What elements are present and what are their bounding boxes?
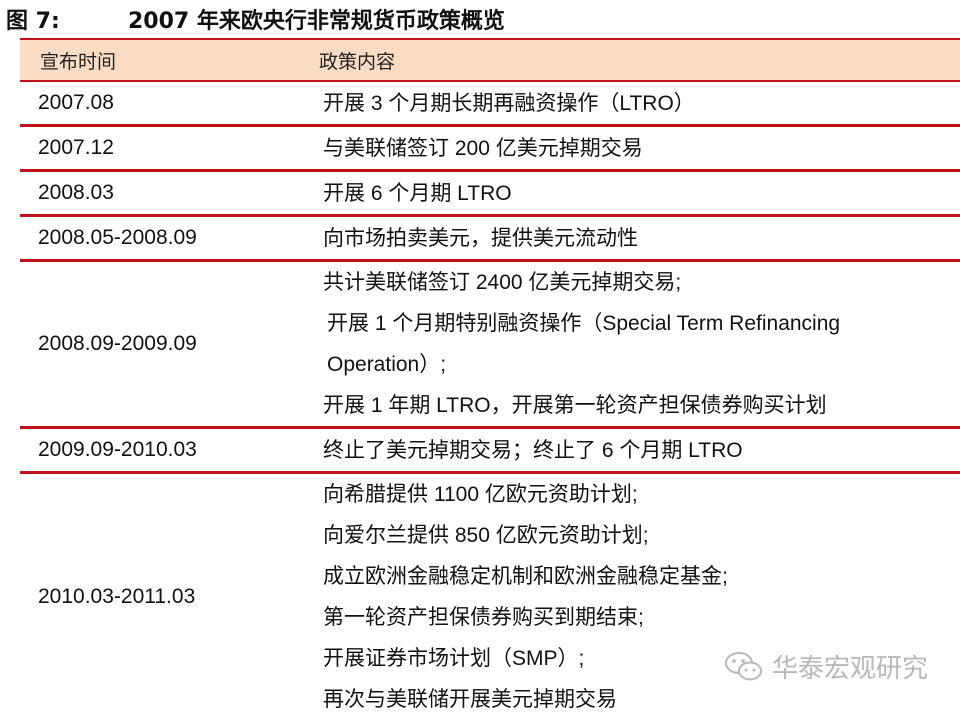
watermark-text: 华泰宏观研究 (771, 654, 928, 684)
policy-item: 共计美联储签订 2400 亿美元掉期交易; (323, 271, 682, 294)
row-date: 2007.12 (20, 125, 305, 172)
row-date: 2009.09-2010.03 (20, 427, 305, 474)
policy-item: 开展 6 个月期 LTRO (323, 181, 512, 205)
row-date: 2007.08 (20, 81, 305, 127)
policy-item: 向希腊提供 1100 亿欧元资助计划; (323, 483, 638, 506)
row-content: 开展 6 个月期 LTRO (305, 170, 960, 217)
policy-item: 成立欧洲金融稳定机制和欧洲金融稳定基金; (323, 565, 728, 588)
row-content: 终止了美元掉期交易；终止了 6 个月期 LTRO (305, 427, 960, 474)
policy-item: 第一轮资产担保债券购买到期结束; (323, 606, 644, 629)
row-content: 与美联储签订 200 亿美元掉期交易 (305, 125, 960, 172)
table-row: 2007.12 与美联储签订 200 亿美元掉期交易 (20, 125, 960, 172)
watermark: 华泰宏观研究 (724, 648, 928, 685)
row-date: 2008.05-2008.09 (20, 215, 305, 262)
table-row: 2007.08 开展 3 个月期长期再融资操作（LTRO） (20, 81, 960, 127)
policy-item: 开展 3 个月期长期再融资操作（LTRO） (323, 91, 695, 115)
policy-item: Operation）; (327, 353, 447, 376)
row-content: 向市场拍卖美元，提供美元流动性 (305, 215, 960, 262)
row-date: 2008.09-2009.09 (20, 260, 305, 429)
table-row: 2010.03-2011.03 向希腊提供 1100 亿欧元资助计划; 向爱尔兰… (20, 473, 960, 720)
table-row: 2008.09-2009.09 共计美联储签订 2400 亿美元掉期交易; 开展… (20, 260, 960, 429)
table-row: 2008.05-2008.09 向市场拍卖美元，提供美元流动性 (20, 215, 960, 262)
policy-item: 再次与美联储开展美元掉期交易 (323, 688, 617, 711)
figure-label: 图 7: (6, 9, 60, 34)
policy-item: 开展 1 个月期特别融资操作（Special Term Refinancing (327, 312, 841, 335)
figure-title: 图 7: 2007 年来欧央行非常规货币政策概览 (6, 2, 505, 36)
table-header-row: 宣布时间 政策内容 (20, 40, 960, 82)
row-date: 2010.03-2011.03 (38, 585, 196, 608)
policy-item: 开展证券市场计划（SMP）; (323, 647, 585, 670)
header-content: 政策内容 (305, 40, 960, 82)
policy-item: 向市场拍卖美元，提供美元流动性 (323, 226, 638, 250)
policy-item: 终止了美元掉期交易；终止了 6 个月期 LTRO (323, 438, 743, 462)
figure-caption: 2007 年来欧央行非常规货币政策概览 (128, 9, 505, 34)
row-content: 共计美联储签订 2400 亿美元掉期交易; 开展 1 个月期特别融资操作（Spe… (305, 260, 960, 429)
policy-item: 与美联储签订 200 亿美元掉期交易 (323, 136, 643, 160)
policy-item: 开展 1 年期 LTRO，开展第一轮资产担保债券购买计划 (323, 394, 827, 417)
header-date: 宣布时间 (20, 40, 305, 82)
wechat-logo-icon (724, 651, 762, 680)
policy-item: 向爱尔兰提供 850 亿欧元资助计划; (323, 524, 649, 547)
row-content: 向希腊提供 1100 亿欧元资助计划; 向爱尔兰提供 850 亿欧元资助计划; … (305, 473, 960, 720)
table-row: 2008.03 开展 6 个月期 LTRO (20, 170, 960, 217)
top-rule (20, 38, 960, 40)
table-row: 2009.09-2010.03 终止了美元掉期交易；终止了 6 个月期 LTRO (20, 427, 960, 474)
row-content: 开展 3 个月期长期再融资操作（LTRO） (305, 81, 960, 127)
policy-table: 宣布时间 政策内容 2007.08 开展 3 个月期长期再融资操作（LTRO） … (20, 40, 960, 720)
row-date: 2008.03 (20, 170, 305, 217)
